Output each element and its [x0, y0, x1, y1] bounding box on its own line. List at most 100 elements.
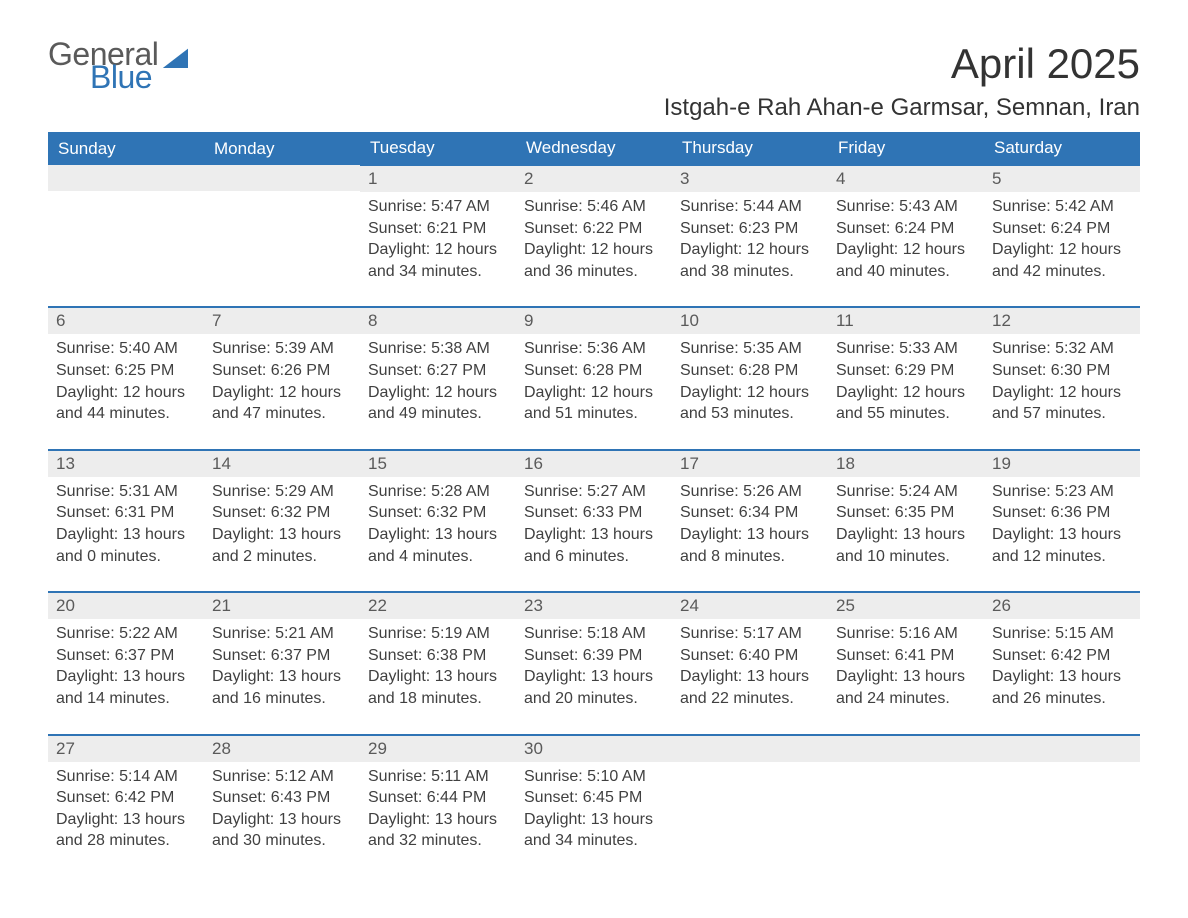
- sunrise-text: Sunrise: 5:23 AM: [992, 481, 1132, 503]
- calendar-cell: 16Sunrise: 5:27 AMSunset: 6:33 PMDayligh…: [516, 450, 672, 592]
- daylight-text: Daylight: 13 hours and 30 minutes.: [212, 809, 352, 852]
- sunrise-text: Sunrise: 5:27 AM: [524, 481, 664, 503]
- sunrise-text: Sunrise: 5:43 AM: [836, 196, 976, 218]
- day-number: 11: [828, 308, 984, 334]
- day-number: 24: [672, 593, 828, 619]
- sunrise-text: Sunrise: 5:12 AM: [212, 766, 352, 788]
- sunset-text: Sunset: 6:38 PM: [368, 645, 508, 667]
- sunrise-text: Sunrise: 5:18 AM: [524, 623, 664, 645]
- daylight-text: Daylight: 13 hours and 22 minutes.: [680, 666, 820, 709]
- calendar-cell: [828, 735, 984, 876]
- sunset-text: Sunset: 6:44 PM: [368, 787, 508, 809]
- sunrise-text: Sunrise: 5:28 AM: [368, 481, 508, 503]
- day-number: 20: [48, 593, 204, 619]
- sunrise-text: Sunrise: 5:39 AM: [212, 338, 352, 360]
- calendar-week: 27Sunrise: 5:14 AMSunset: 6:42 PMDayligh…: [48, 735, 1140, 876]
- day-body: Sunrise: 5:17 AMSunset: 6:40 PMDaylight:…: [672, 619, 828, 733]
- day-number: 29: [360, 736, 516, 762]
- day-body: Sunrise: 5:12 AMSunset: 6:43 PMDaylight:…: [204, 762, 360, 876]
- dow-header: Monday: [204, 132, 360, 165]
- brand-logo: General Blue: [48, 40, 188, 92]
- sunrise-text: Sunrise: 5:19 AM: [368, 623, 508, 645]
- calendar-week: 6Sunrise: 5:40 AMSunset: 6:25 PMDaylight…: [48, 307, 1140, 449]
- calendar-cell: 14Sunrise: 5:29 AMSunset: 6:32 PMDayligh…: [204, 450, 360, 592]
- daylight-text: Daylight: 12 hours and 40 minutes.: [836, 239, 976, 282]
- calendar-week: 1Sunrise: 5:47 AMSunset: 6:21 PMDaylight…: [48, 165, 1140, 307]
- sunrise-text: Sunrise: 5:10 AM: [524, 766, 664, 788]
- sunrise-text: Sunrise: 5:40 AM: [56, 338, 196, 360]
- day-number: 28: [204, 736, 360, 762]
- calendar-cell: 24Sunrise: 5:17 AMSunset: 6:40 PMDayligh…: [672, 592, 828, 734]
- day-number: 7: [204, 308, 360, 334]
- title-block: April 2025 Istgah-e Rah Ahan-e Garmsar, …: [664, 40, 1140, 122]
- sunrise-text: Sunrise: 5:24 AM: [836, 481, 976, 503]
- sunrise-text: Sunrise: 5:38 AM: [368, 338, 508, 360]
- sunset-text: Sunset: 6:27 PM: [368, 360, 508, 382]
- calendar-cell: 8Sunrise: 5:38 AMSunset: 6:27 PMDaylight…: [360, 307, 516, 449]
- day-number: 14: [204, 451, 360, 477]
- daylight-text: Daylight: 13 hours and 32 minutes.: [368, 809, 508, 852]
- sunset-text: Sunset: 6:23 PM: [680, 218, 820, 240]
- calendar-cell: 28Sunrise: 5:12 AMSunset: 6:43 PMDayligh…: [204, 735, 360, 876]
- sunrise-text: Sunrise: 5:29 AM: [212, 481, 352, 503]
- daylight-text: Daylight: 13 hours and 16 minutes.: [212, 666, 352, 709]
- calendar-cell: 17Sunrise: 5:26 AMSunset: 6:34 PMDayligh…: [672, 450, 828, 592]
- day-number: 8: [360, 308, 516, 334]
- calendar-cell: 4Sunrise: 5:43 AMSunset: 6:24 PMDaylight…: [828, 165, 984, 307]
- sunrise-text: Sunrise: 5:17 AM: [680, 623, 820, 645]
- calendar-cell: [204, 165, 360, 307]
- daylight-text: Daylight: 12 hours and 42 minutes.: [992, 239, 1132, 282]
- daylight-text: Daylight: 12 hours and 47 minutes.: [212, 382, 352, 425]
- sunset-text: Sunset: 6:25 PM: [56, 360, 196, 382]
- daylight-text: Daylight: 13 hours and 18 minutes.: [368, 666, 508, 709]
- sunset-text: Sunset: 6:34 PM: [680, 502, 820, 524]
- sunrise-text: Sunrise: 5:47 AM: [368, 196, 508, 218]
- day-body: Sunrise: 5:21 AMSunset: 6:37 PMDaylight:…: [204, 619, 360, 733]
- sunset-text: Sunset: 6:24 PM: [992, 218, 1132, 240]
- day-number: 5: [984, 166, 1140, 192]
- daylight-text: Daylight: 12 hours and 55 minutes.: [836, 382, 976, 425]
- calendar-cell: 18Sunrise: 5:24 AMSunset: 6:35 PMDayligh…: [828, 450, 984, 592]
- day-body: Sunrise: 5:16 AMSunset: 6:41 PMDaylight:…: [828, 619, 984, 733]
- calendar-cell: 13Sunrise: 5:31 AMSunset: 6:31 PMDayligh…: [48, 450, 204, 592]
- dow-header: Sunday: [48, 132, 204, 165]
- day-number: 1: [360, 166, 516, 192]
- day-body: Sunrise: 5:43 AMSunset: 6:24 PMDaylight:…: [828, 192, 984, 306]
- day-number: 12: [984, 308, 1140, 334]
- day-number: 25: [828, 593, 984, 619]
- day-number-empty: [672, 736, 828, 762]
- day-number: 17: [672, 451, 828, 477]
- sunset-text: Sunset: 6:41 PM: [836, 645, 976, 667]
- calendar-cell: 27Sunrise: 5:14 AMSunset: 6:42 PMDayligh…: [48, 735, 204, 876]
- calendar-cell: 1Sunrise: 5:47 AMSunset: 6:21 PMDaylight…: [360, 165, 516, 307]
- sunrise-text: Sunrise: 5:22 AM: [56, 623, 196, 645]
- sunset-text: Sunset: 6:42 PM: [992, 645, 1132, 667]
- day-number-empty: [828, 736, 984, 762]
- daylight-text: Daylight: 13 hours and 20 minutes.: [524, 666, 664, 709]
- calendar-cell: 15Sunrise: 5:28 AMSunset: 6:32 PMDayligh…: [360, 450, 516, 592]
- calendar-cell: 20Sunrise: 5:22 AMSunset: 6:37 PMDayligh…: [48, 592, 204, 734]
- day-body-empty: [204, 191, 360, 271]
- sunset-text: Sunset: 6:24 PM: [836, 218, 976, 240]
- sunset-text: Sunset: 6:31 PM: [56, 502, 196, 524]
- sunset-text: Sunset: 6:33 PM: [524, 502, 664, 524]
- daylight-text: Daylight: 13 hours and 8 minutes.: [680, 524, 820, 567]
- day-body: Sunrise: 5:36 AMSunset: 6:28 PMDaylight:…: [516, 334, 672, 448]
- day-number: 10: [672, 308, 828, 334]
- calendar-cell: 3Sunrise: 5:44 AMSunset: 6:23 PMDaylight…: [672, 165, 828, 307]
- day-body: Sunrise: 5:40 AMSunset: 6:25 PMDaylight:…: [48, 334, 204, 448]
- day-number: 2: [516, 166, 672, 192]
- sunset-text: Sunset: 6:28 PM: [524, 360, 664, 382]
- day-number-empty: [48, 165, 204, 191]
- day-number: 26: [984, 593, 1140, 619]
- sunset-text: Sunset: 6:45 PM: [524, 787, 664, 809]
- sunrise-text: Sunrise: 5:21 AM: [212, 623, 352, 645]
- calendar-cell: 5Sunrise: 5:42 AMSunset: 6:24 PMDaylight…: [984, 165, 1140, 307]
- calendar-cell: 23Sunrise: 5:18 AMSunset: 6:39 PMDayligh…: [516, 592, 672, 734]
- sunset-text: Sunset: 6:32 PM: [368, 502, 508, 524]
- sunrise-text: Sunrise: 5:11 AM: [368, 766, 508, 788]
- daylight-text: Daylight: 13 hours and 0 minutes.: [56, 524, 196, 567]
- daylight-text: Daylight: 13 hours and 26 minutes.: [992, 666, 1132, 709]
- calendar-cell: 29 Sunrise: 5:11 AMSunset: 6:44 PMDayligh…: [360, 735, 516, 876]
- day-body: Sunrise: 5:23 AMSunset: 6:36 PMDaylight:…: [984, 477, 1140, 591]
